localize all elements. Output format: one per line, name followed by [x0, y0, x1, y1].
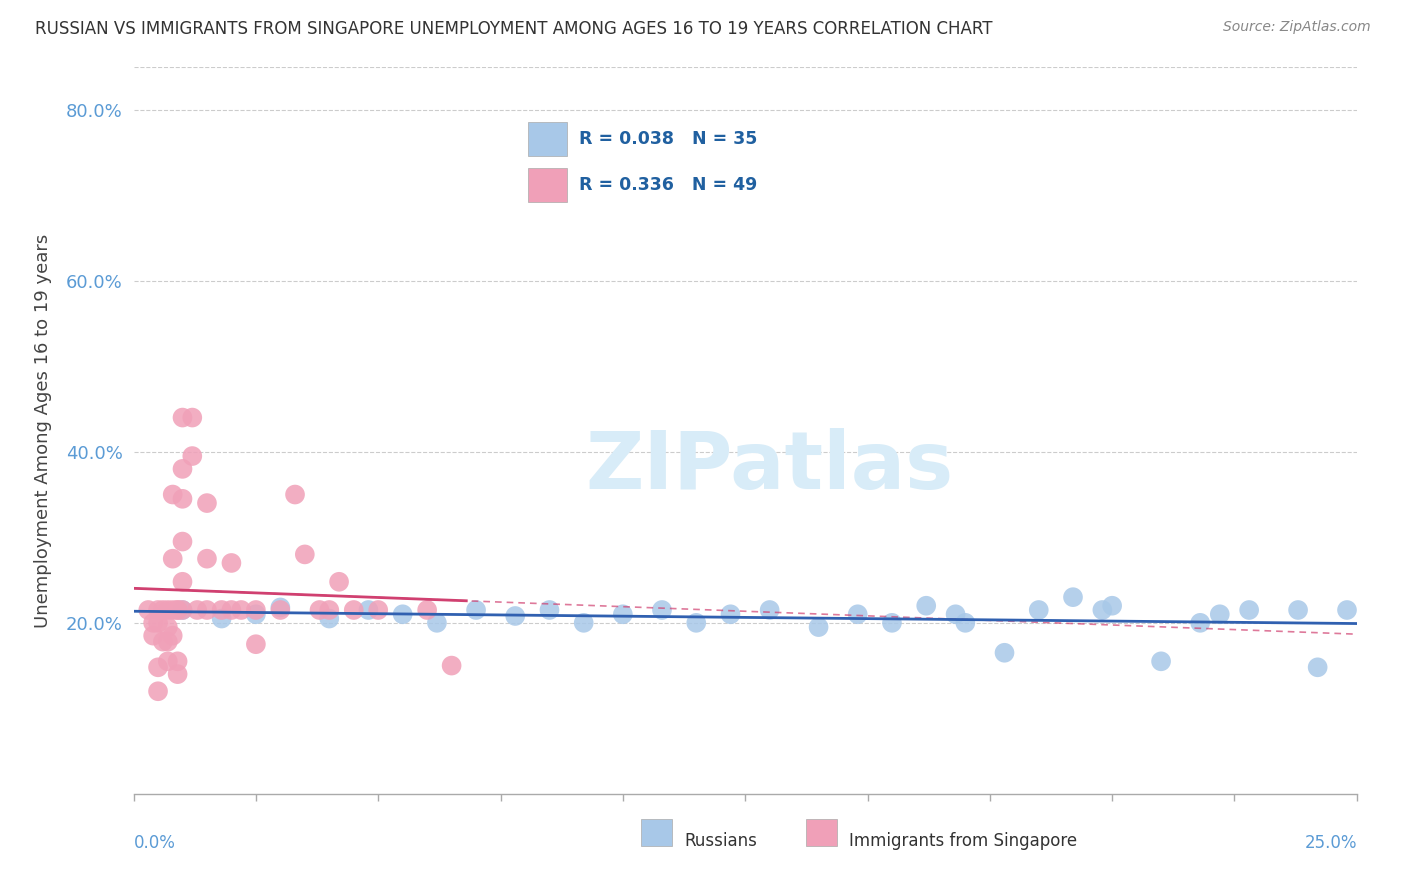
Point — [146, 660, 169, 674]
Point — [211, 603, 233, 617]
Point — [162, 629, 184, 643]
Point — [1286, 603, 1309, 617]
Point — [1336, 603, 1358, 617]
Point — [166, 654, 188, 668]
Point — [880, 615, 903, 630]
Point — [503, 609, 526, 624]
Text: 0.0%: 0.0% — [134, 834, 176, 852]
Point — [166, 667, 188, 681]
Point — [955, 615, 977, 630]
Point — [294, 548, 316, 562]
Point — [343, 603, 366, 617]
Point — [1209, 607, 1232, 622]
Point — [172, 603, 194, 617]
Point — [357, 603, 380, 617]
Point — [172, 603, 194, 617]
Point — [231, 603, 253, 617]
Point — [328, 574, 350, 589]
Point — [146, 615, 169, 630]
Point — [136, 603, 159, 617]
Point — [245, 603, 267, 617]
Point — [426, 615, 449, 630]
Point — [156, 603, 179, 617]
Point — [993, 646, 1015, 660]
Point — [195, 551, 218, 566]
Point — [172, 491, 194, 506]
Point — [1062, 590, 1084, 604]
Point — [146, 603, 169, 617]
Point — [318, 603, 340, 617]
Point — [538, 603, 561, 617]
Point — [915, 599, 938, 613]
Point — [211, 611, 233, 625]
Point — [142, 629, 165, 643]
Y-axis label: Unemployment Among Ages 16 to 19 years: Unemployment Among Ages 16 to 19 years — [34, 234, 52, 627]
Point — [720, 607, 742, 622]
Point — [318, 611, 340, 625]
Point — [245, 607, 267, 622]
Point — [846, 607, 869, 622]
Point — [172, 574, 194, 589]
Point — [221, 603, 243, 617]
Text: Russians: Russians — [685, 832, 756, 850]
Text: 25.0%: 25.0% — [1305, 834, 1357, 852]
Point — [195, 603, 218, 617]
Point — [651, 603, 673, 617]
Point — [162, 551, 184, 566]
Point — [172, 534, 194, 549]
Point — [1091, 603, 1114, 617]
Point — [465, 603, 488, 617]
Point — [221, 556, 243, 570]
Point — [367, 603, 389, 617]
Point — [156, 654, 179, 668]
Point — [807, 620, 830, 634]
Point — [156, 620, 179, 634]
FancyBboxPatch shape — [807, 819, 837, 847]
Point — [1150, 654, 1173, 668]
Point — [685, 615, 707, 630]
Point — [1101, 599, 1123, 613]
Point — [146, 684, 169, 698]
Point — [308, 603, 330, 617]
Point — [162, 487, 184, 501]
Text: Source: ZipAtlas.com: Source: ZipAtlas.com — [1223, 20, 1371, 34]
Point — [142, 615, 165, 630]
Point — [269, 603, 291, 617]
FancyBboxPatch shape — [641, 819, 672, 847]
Point — [195, 496, 218, 510]
Point — [1028, 603, 1050, 617]
Point — [162, 603, 184, 617]
Point — [166, 603, 188, 617]
Text: RUSSIAN VS IMMIGRANTS FROM SINGAPORE UNEMPLOYMENT AMONG AGES 16 TO 19 YEARS CORR: RUSSIAN VS IMMIGRANTS FROM SINGAPORE UNE… — [35, 20, 993, 37]
Text: Immigrants from Singapore: Immigrants from Singapore — [849, 832, 1077, 850]
Point — [284, 487, 307, 501]
Point — [245, 637, 267, 651]
Point — [181, 410, 204, 425]
Point — [758, 603, 780, 617]
Point — [572, 615, 595, 630]
Point — [152, 603, 174, 617]
Text: ZIPatlas: ZIPatlas — [585, 428, 953, 506]
Point — [269, 600, 291, 615]
Point — [172, 410, 194, 425]
Point — [1237, 603, 1260, 617]
Point — [440, 658, 463, 673]
Point — [152, 634, 174, 648]
Point — [391, 607, 413, 622]
Point — [172, 462, 194, 476]
Point — [416, 603, 439, 617]
Point — [166, 603, 188, 617]
Point — [181, 449, 204, 463]
Point — [1189, 615, 1212, 630]
Point — [186, 603, 208, 617]
Point — [156, 634, 179, 648]
Point — [945, 607, 967, 622]
Point — [1306, 660, 1329, 674]
Point — [612, 607, 634, 622]
